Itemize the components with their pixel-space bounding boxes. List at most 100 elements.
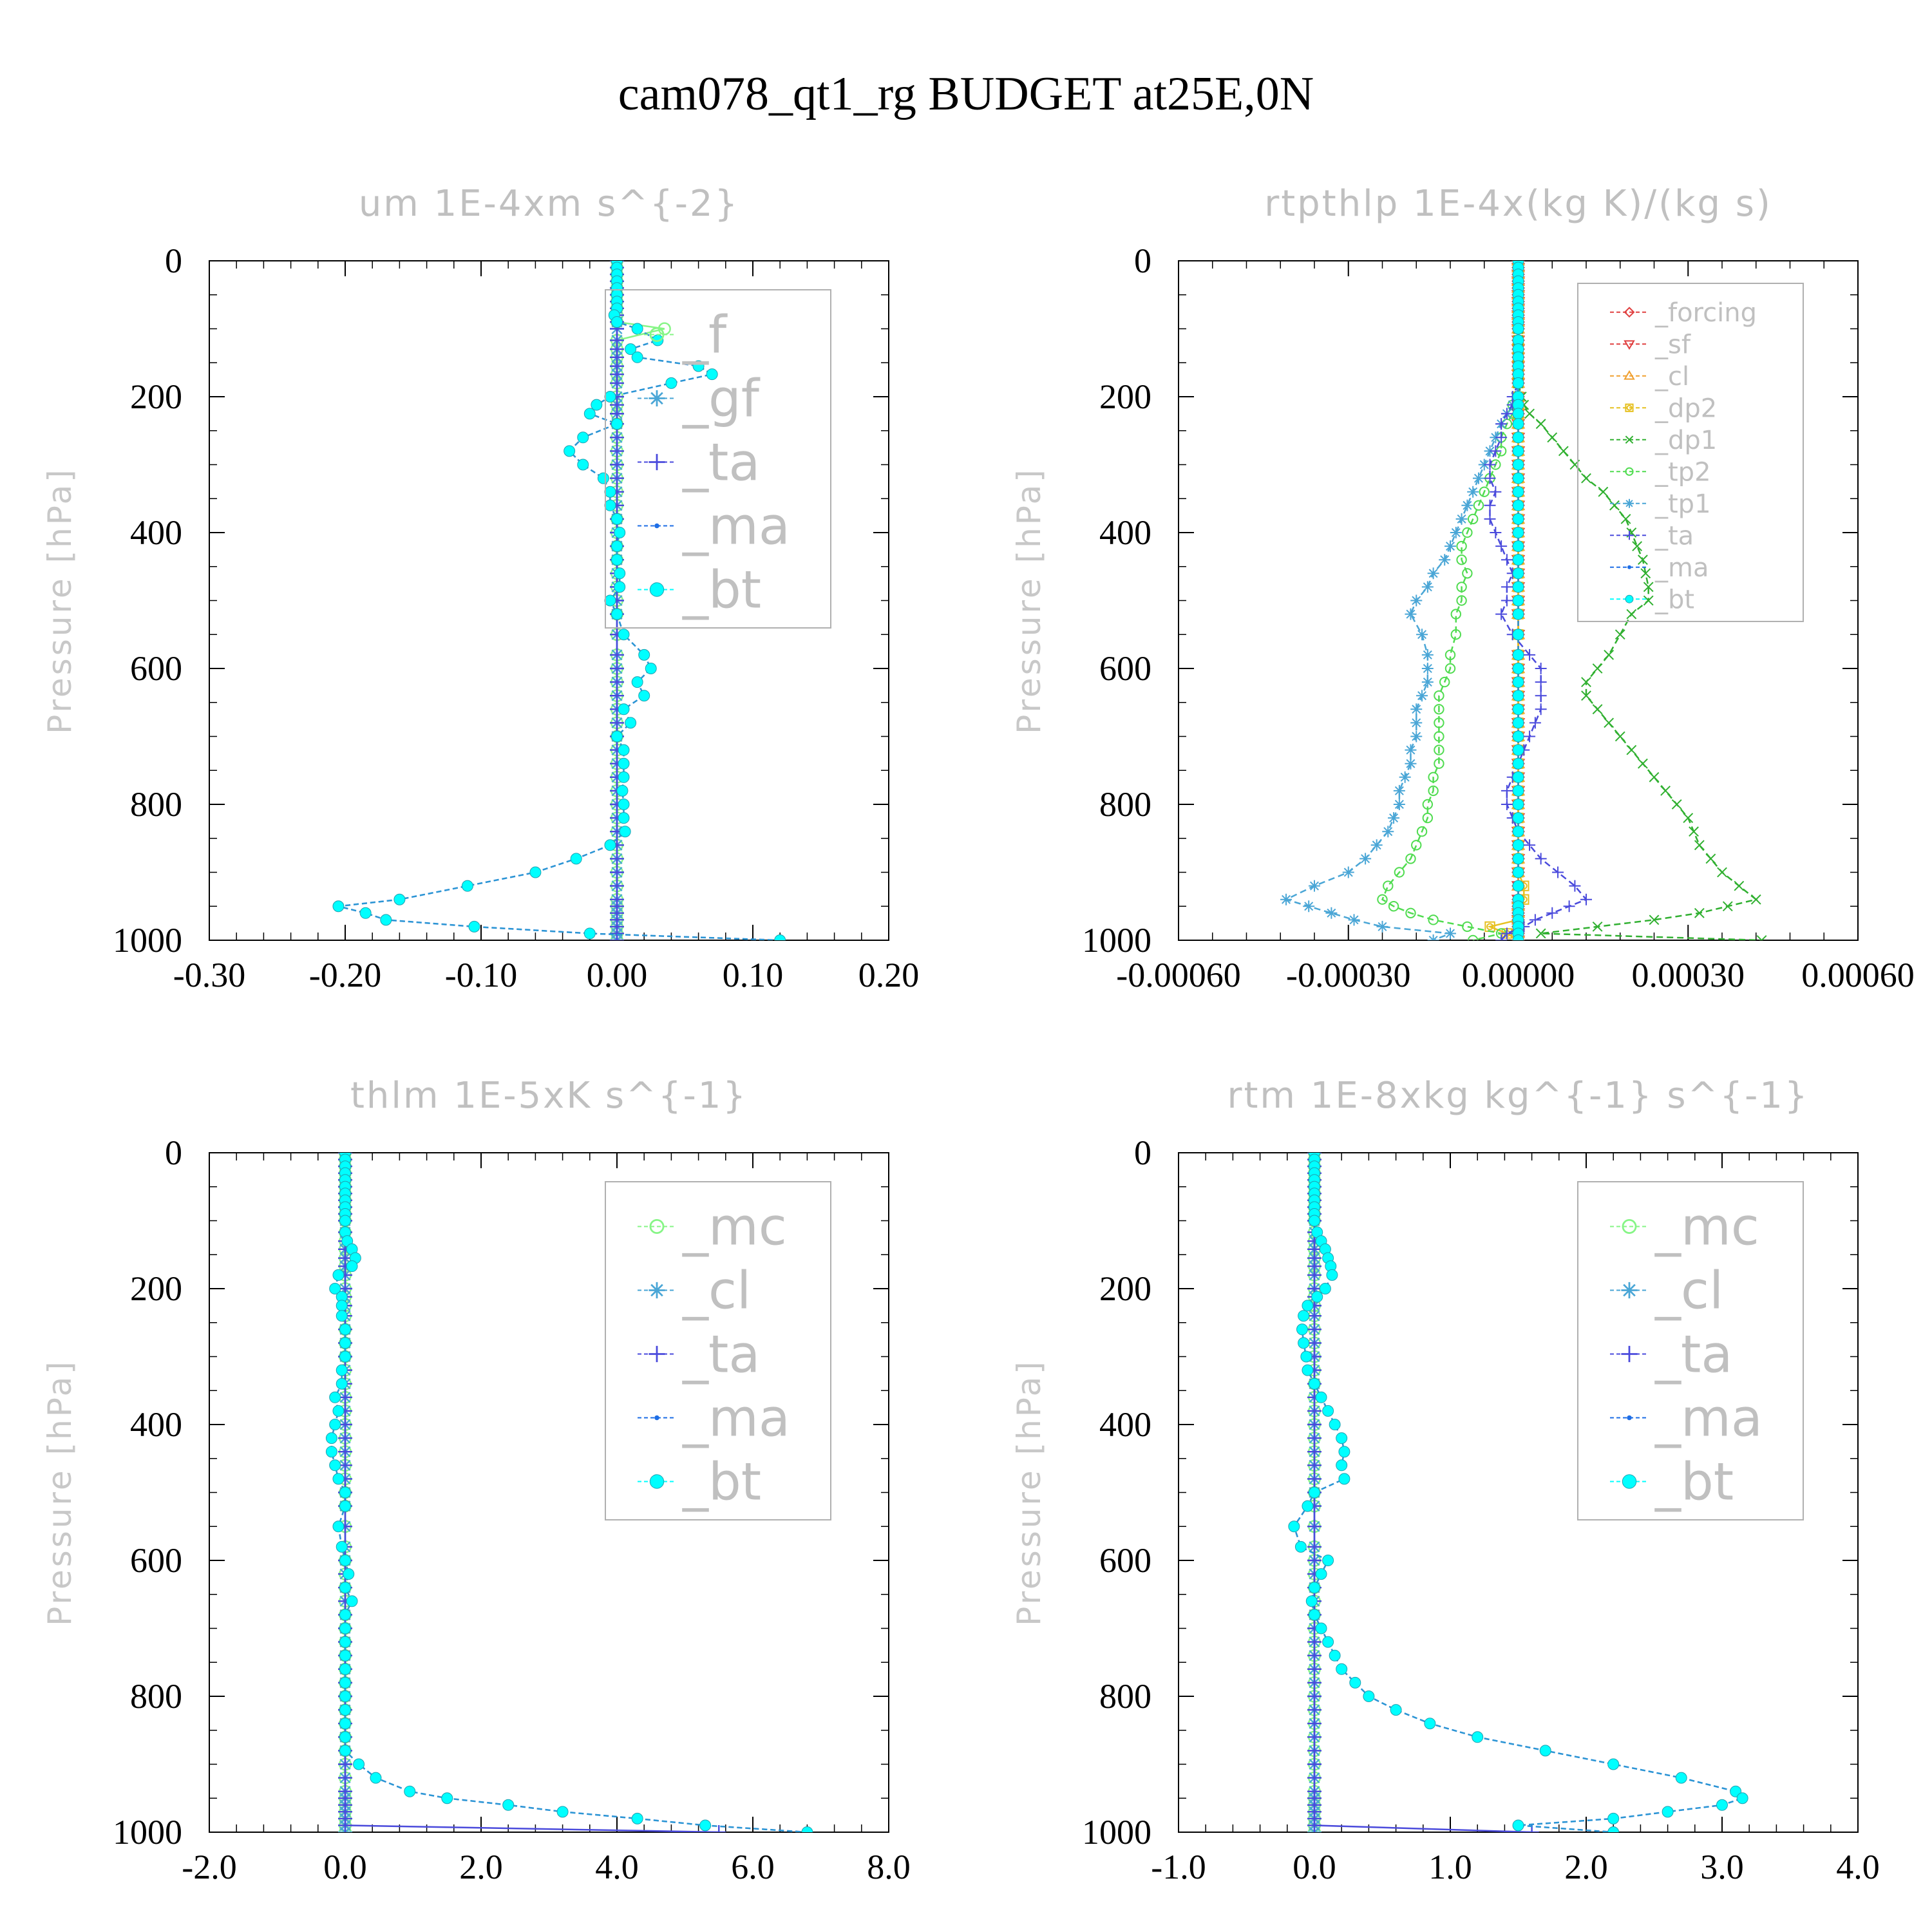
data-point [618,771,630,783]
data-point [339,1731,351,1743]
data-point [1626,609,1637,620]
data-point [706,368,718,381]
data-point [1675,1772,1687,1784]
legend-item: _tp2 [1610,457,1711,487]
data-point [1512,594,1524,607]
data-point [1512,554,1524,566]
data-point [1512,744,1524,756]
series-line [344,1153,719,1832]
data-point [1307,1336,1321,1350]
data-point [1394,867,1405,878]
data-point [1626,744,1637,755]
data-point [1607,1812,1620,1824]
data-point [1309,1378,1320,1390]
data-point [1512,703,1524,715]
data-point [1524,649,1536,661]
data-point [380,914,392,926]
legend-item: _ma [638,1388,790,1448]
data-point [1671,799,1682,810]
data-point [1434,717,1444,728]
data-point [1305,1595,1318,1607]
data-point [393,893,406,905]
data-point [1410,730,1423,743]
data-point [1472,472,1484,484]
y-tick-label: 1000 [113,1813,182,1852]
series-bt [1288,1153,1748,1832]
legend-box [605,1181,831,1520]
data-point [1393,784,1405,797]
legend-label: _ta [1654,1325,1732,1385]
legend-label: _tp2 [1654,457,1711,487]
legend-marker [654,523,659,529]
data-point [1307,1267,1321,1282]
data-point [339,1555,351,1566]
legend-label: _ta [682,1325,760,1385]
data-point [1461,499,1473,511]
legend-item: _ma [1610,553,1709,583]
data-point [692,360,705,372]
data-point [1322,1636,1334,1648]
data-point [325,1446,337,1458]
data-point [604,486,616,498]
legend-marker [1621,1282,1638,1299]
data-point [1501,927,1513,940]
data-point [339,1663,351,1675]
data-point [1552,866,1564,878]
legend-item: _dp1 [1610,426,1717,455]
legend-box [1577,1181,1804,1520]
data-point [1393,799,1405,810]
x-tick-label: -0.20 [309,956,381,994]
data-point [339,1337,351,1349]
data-point [1598,486,1609,497]
data-point [1383,880,1394,891]
data-point [1512,486,1524,498]
legend-label: _bt [682,560,761,620]
legend-marker [649,327,665,342]
legend-marker [649,1219,665,1234]
data-point [325,1432,337,1444]
series-line [1313,1153,1532,1832]
data-point [1307,1743,1321,1758]
data-point [610,851,624,866]
panel-1: um 1E-4xm s^{-2} Pressure [hPa] -0.30 -0.20… [41,183,919,994]
legend-marker [654,1415,659,1421]
legend-label: _gf [682,369,761,429]
data-point [1683,813,1694,824]
data-point [1756,935,1767,940]
data-point [1512,472,1524,484]
data-point [564,445,576,457]
data-point [610,444,624,459]
x-tick-label: 8.0 [867,1848,911,1886]
legend-item: _ta [1610,1325,1732,1385]
data-point [1307,1458,1321,1473]
data-point [1309,1582,1320,1594]
data-point [1512,323,1524,335]
data-point [1643,595,1654,606]
data-point [1643,582,1654,592]
legend: _forcing_sf _cl_dp2 _dp1_tp2_tp1_ta_ma_bt [1577,283,1804,622]
data-point [1298,1310,1310,1322]
legend-marker [1624,370,1635,380]
data-point [1325,907,1338,919]
data-point [1349,1676,1361,1689]
data-point [1484,513,1496,525]
data-point [338,1431,352,1446]
data-point [1376,920,1388,933]
x-tick-label: 2.0 [1564,1848,1608,1886]
legend-item: _cl [1610,362,1689,392]
legend-label: _tp1 [1654,489,1711,519]
data-point [1434,744,1444,755]
data-point [329,1283,341,1294]
legend-label: _mc [682,1197,787,1257]
data-point [616,784,629,797]
data-point [618,744,630,756]
data-point [610,647,624,662]
data-point [1529,717,1541,729]
data-point [1296,1323,1309,1336]
data-point [618,757,630,770]
data-point [339,1582,351,1594]
data-point [570,853,582,865]
data-point [1416,629,1428,641]
data-point [1512,567,1524,580]
